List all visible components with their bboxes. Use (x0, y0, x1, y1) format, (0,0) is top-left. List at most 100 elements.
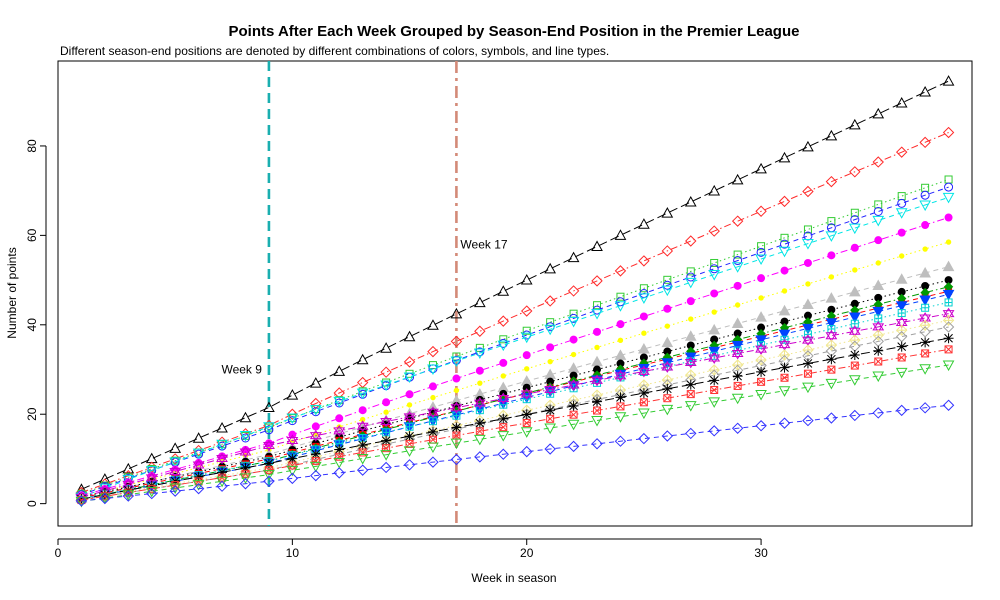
data-point (755, 335, 767, 346)
data-point (477, 380, 483, 386)
data-point (661, 363, 674, 373)
data-point (895, 208, 908, 219)
data-point (733, 381, 742, 390)
data-point (944, 316, 953, 325)
data-point (709, 264, 719, 274)
data-point (287, 453, 298, 464)
data-point (429, 436, 437, 444)
data-point (192, 432, 205, 443)
data-point (872, 215, 885, 227)
data-point (684, 356, 697, 366)
data-point (852, 267, 858, 273)
data-point (546, 389, 555, 398)
data-point (711, 309, 717, 315)
data-point (780, 335, 789, 344)
data-point (287, 416, 297, 426)
data-point (593, 406, 602, 415)
data-point (733, 250, 742, 259)
data-point (781, 288, 788, 294)
data-point (286, 389, 299, 400)
data-point (805, 281, 811, 287)
data-point (333, 387, 345, 399)
series-line (81, 196, 949, 498)
data-point (708, 323, 721, 335)
data-point (731, 350, 744, 360)
data-point (802, 140, 814, 152)
data-point (335, 452, 344, 461)
data-point (383, 429, 390, 436)
data-point (427, 426, 438, 437)
data-point (638, 293, 650, 304)
data-point (710, 289, 719, 298)
data-point (475, 406, 484, 415)
data-point (663, 394, 671, 402)
data-point (333, 467, 345, 479)
data-point (661, 245, 674, 257)
data-point (356, 376, 369, 389)
series-8 (75, 260, 955, 503)
data-point (617, 337, 624, 344)
data-point (872, 107, 885, 119)
data-point (825, 329, 838, 340)
data-point (802, 344, 814, 356)
y-tick-label: 20 (25, 407, 39, 421)
data-point (382, 444, 390, 452)
data-point (872, 156, 884, 168)
data-point (473, 397, 486, 407)
series-1 (75, 75, 955, 494)
data-point (848, 285, 861, 297)
data-point (825, 378, 838, 390)
data-point (473, 434, 486, 446)
data-point (380, 435, 392, 447)
data-point (521, 445, 533, 458)
data-point (403, 410, 416, 421)
data-point (825, 339, 838, 351)
data-point (380, 418, 393, 428)
data-point (731, 422, 744, 434)
data-point (591, 438, 603, 450)
data-point (263, 401, 275, 413)
data-point (732, 371, 743, 382)
x-axis: 0 10 20 30 (55, 538, 768, 560)
data-point (708, 397, 721, 408)
data-point (778, 304, 791, 316)
data-point (848, 325, 861, 335)
data-point (872, 371, 885, 383)
data-point (475, 366, 484, 375)
data-point (708, 270, 721, 281)
data-point (522, 395, 531, 404)
data-point (802, 414, 814, 427)
data-point (895, 301, 908, 312)
data-point (802, 382, 814, 394)
series-5 (75, 192, 955, 503)
data-point (755, 354, 767, 366)
data-point (848, 223, 861, 235)
data-point (99, 492, 111, 505)
data-point (780, 239, 790, 249)
data-point (778, 329, 791, 341)
data-point (945, 239, 952, 245)
data-point (922, 246, 928, 252)
data-point (757, 242, 766, 251)
data-point (849, 409, 861, 422)
data-point (778, 338, 791, 349)
series-line (81, 404, 949, 502)
data-point (147, 484, 156, 493)
data-point (684, 358, 697, 369)
data-point (403, 372, 416, 384)
data-point (286, 472, 299, 485)
data-point (309, 429, 322, 440)
data-point (827, 341, 836, 350)
data-point (333, 457, 346, 469)
data-point (686, 267, 695, 276)
data-point (895, 273, 908, 284)
data-point (473, 296, 486, 308)
data-point (192, 461, 205, 471)
data-point (122, 490, 135, 502)
data-point (498, 413, 509, 424)
data-point (895, 367, 908, 379)
data-point (497, 395, 510, 405)
data-point (638, 342, 650, 354)
data-point (333, 365, 346, 376)
data-point (874, 236, 883, 245)
